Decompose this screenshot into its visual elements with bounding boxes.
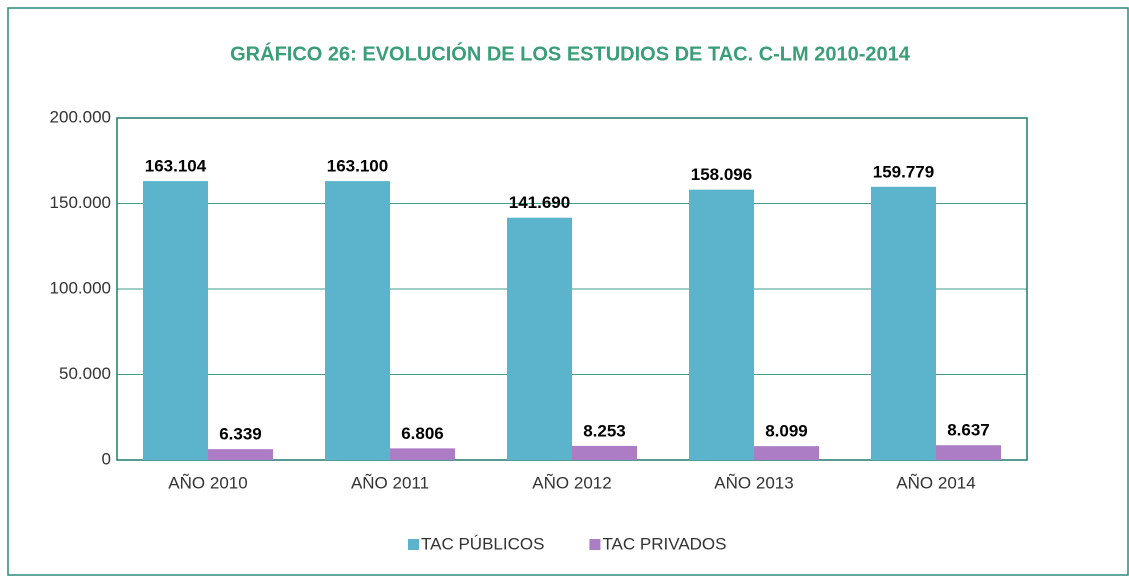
bar bbox=[754, 446, 819, 460]
value-label: 163.104 bbox=[145, 157, 207, 176]
value-label: 141.690 bbox=[509, 193, 570, 212]
x-tick-label: AÑO 2010 bbox=[168, 473, 247, 492]
x-tick-label: AÑO 2011 bbox=[351, 473, 429, 492]
bar bbox=[390, 448, 455, 460]
value-label: 158.096 bbox=[691, 165, 752, 184]
y-tick-label: 100.000 bbox=[50, 278, 111, 297]
value-label: 8.099 bbox=[765, 422, 808, 441]
value-label: 8.637 bbox=[947, 421, 990, 440]
value-label: 159.779 bbox=[873, 162, 934, 181]
bar bbox=[325, 181, 390, 460]
x-tick-label: AÑO 2013 bbox=[714, 473, 793, 492]
y-tick-label: 200.000 bbox=[50, 107, 111, 126]
bar bbox=[689, 189, 754, 461]
legend-label: TAC PÚBLICOS bbox=[421, 534, 544, 553]
chart-title: GRÁFICO 26: EVOLUCIÓN DE LOS ESTUDIOS DE… bbox=[230, 41, 911, 65]
value-label: 163.100 bbox=[327, 157, 388, 176]
x-tick-label: AÑO 2012 bbox=[532, 473, 611, 492]
x-tick-label: AÑO 2014 bbox=[896, 473, 975, 492]
bar bbox=[208, 449, 273, 460]
legend-label: TAC PRIVADOS bbox=[602, 534, 726, 553]
bar bbox=[936, 445, 1001, 460]
value-label: 6.806 bbox=[401, 424, 444, 443]
bar bbox=[143, 181, 208, 460]
bar bbox=[507, 217, 572, 460]
legend-swatch bbox=[408, 539, 419, 550]
y-tick-label: 150.000 bbox=[50, 193, 111, 212]
y-tick-label: 50.000 bbox=[59, 364, 111, 383]
y-tick-label: 0 bbox=[102, 449, 111, 468]
bar bbox=[572, 445, 637, 460]
value-label: 6.339 bbox=[219, 425, 262, 444]
value-label: 8.253 bbox=[583, 421, 626, 440]
legend-swatch bbox=[589, 539, 601, 550]
bar bbox=[871, 186, 936, 461]
